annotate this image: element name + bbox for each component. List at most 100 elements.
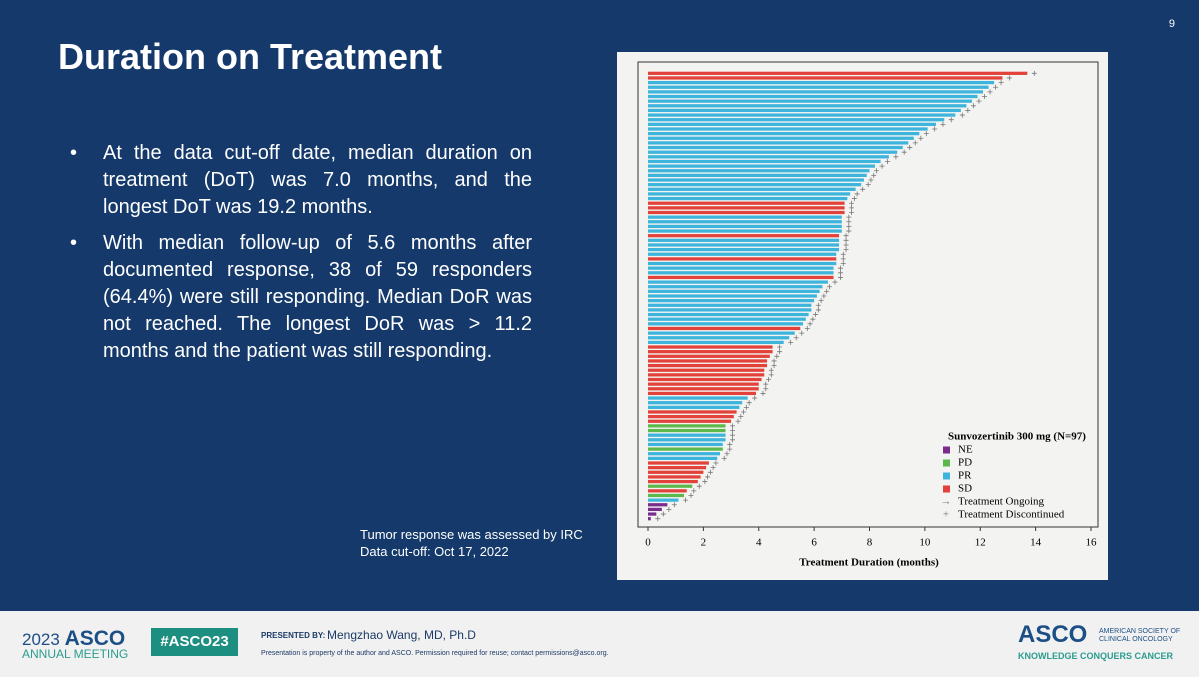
bar	[648, 104, 967, 108]
end-marker	[940, 121, 946, 127]
end-marker	[874, 168, 879, 174]
end-marker	[959, 112, 965, 118]
note: Tumor response was assessed by IRC	[360, 527, 583, 542]
end-marker	[871, 172, 877, 178]
bar	[648, 428, 726, 433]
bar	[648, 517, 651, 521]
bar	[648, 224, 842, 229]
bar	[648, 498, 679, 502]
bar	[648, 382, 759, 386]
end-marker	[840, 261, 846, 267]
bar	[648, 150, 898, 154]
end-marker	[851, 196, 857, 202]
end-marker	[849, 200, 855, 206]
bar	[648, 461, 709, 465]
end-marker	[879, 163, 885, 169]
bar	[648, 512, 657, 516]
bar	[648, 452, 720, 456]
end-marker	[763, 386, 769, 392]
end-marker	[893, 154, 899, 160]
bar	[648, 401, 743, 405]
end-marker	[865, 182, 871, 188]
end-marker	[752, 395, 758, 401]
end-marker	[768, 372, 774, 378]
end-marker	[724, 451, 730, 457]
bar	[648, 238, 840, 242]
bar	[648, 94, 978, 99]
bar	[648, 173, 867, 178]
end-marker	[912, 140, 918, 146]
legend-swatch	[943, 446, 950, 454]
end-marker	[807, 321, 813, 327]
legend-label: SD	[958, 483, 972, 495]
end-marker	[777, 344, 783, 350]
bar	[648, 475, 701, 479]
end-marker	[682, 497, 688, 503]
bar	[648, 410, 737, 414]
legend-symbol: →	[941, 496, 952, 508]
end-marker	[832, 279, 838, 285]
bar	[648, 201, 845, 205]
end-marker	[777, 349, 783, 355]
end-marker	[788, 339, 794, 345]
end-marker	[730, 437, 736, 443]
end-marker	[730, 432, 736, 438]
legend-label: PD	[958, 457, 972, 469]
x-tick-label: 8	[867, 537, 873, 549]
end-marker	[818, 298, 824, 304]
end-marker	[727, 446, 733, 452]
bar	[648, 127, 928, 131]
end-marker	[760, 390, 766, 396]
bar	[648, 507, 662, 512]
bar	[648, 447, 723, 451]
end-marker	[901, 149, 907, 155]
bar	[648, 90, 984, 94]
bar	[648, 132, 920, 136]
end-marker	[976, 98, 982, 104]
end-marker	[713, 460, 719, 466]
bar	[648, 363, 768, 368]
bar	[648, 359, 768, 363]
bar	[648, 442, 723, 447]
bar	[648, 470, 704, 474]
end-marker	[813, 312, 819, 318]
end-marker	[810, 316, 816, 322]
end-marker	[804, 325, 810, 331]
bar	[648, 387, 759, 391]
bar	[648, 433, 726, 437]
bullet: With median follow-up of 5.6 months afte…	[70, 230, 532, 365]
bar	[648, 169, 870, 173]
note: Data cut-off: Oct 17, 2022	[360, 544, 509, 559]
bar	[648, 85, 989, 89]
bar	[648, 122, 936, 126]
bar	[648, 479, 698, 484]
bar	[648, 271, 834, 275]
asco-logo: ASCO	[1018, 621, 1088, 648]
bar	[648, 192, 851, 196]
end-marker	[993, 84, 999, 90]
bar	[648, 210, 845, 215]
bar	[648, 466, 707, 470]
end-marker	[746, 400, 752, 406]
x-tick-label: 10	[919, 537, 931, 549]
end-marker	[738, 414, 744, 420]
bar	[648, 405, 740, 409]
end-marker	[843, 247, 849, 253]
x-tick-label: 12	[975, 537, 986, 549]
hashtag: #ASCO23	[151, 628, 238, 656]
end-marker	[696, 483, 702, 489]
tagline: KNOWLEDGE CONQUERS CANCER	[1018, 651, 1174, 661]
end-marker	[998, 80, 1004, 86]
x-tick-label: 16	[1086, 537, 1098, 549]
bar	[648, 247, 840, 252]
society: AMERICAN SOCIETY OF CLINICAL ONCOLOGY	[1099, 628, 1181, 643]
x-tick-label: 2	[701, 537, 707, 549]
end-marker	[838, 270, 844, 276]
legend-label: NE	[958, 444, 973, 456]
bar	[648, 484, 693, 488]
bar	[648, 141, 909, 145]
meeting-year: 2023	[22, 630, 60, 649]
end-marker	[666, 506, 672, 512]
end-marker	[849, 205, 855, 211]
